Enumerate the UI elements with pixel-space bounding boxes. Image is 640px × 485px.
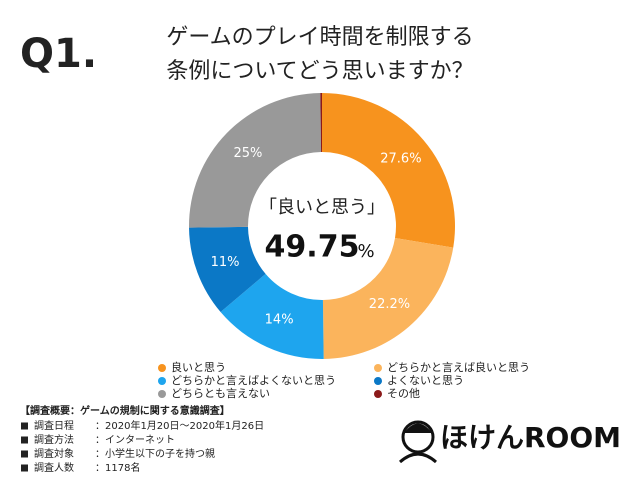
value-label: 25% bbox=[233, 146, 262, 161]
logo-text: ほけんROOM bbox=[440, 421, 621, 454]
legend-label: よくないと思う bbox=[387, 374, 464, 387]
center-value: 49.75 bbox=[265, 230, 360, 265]
legend-label: その他 bbox=[387, 387, 420, 400]
logo-hair bbox=[404, 423, 432, 433]
survey-bullet bbox=[21, 464, 28, 472]
survey-bullet bbox=[21, 450, 28, 458]
legend-swatch bbox=[158, 390, 166, 398]
donut-segment bbox=[320, 93, 322, 153]
legend-label: どちらかと言えばよくないと思う bbox=[171, 374, 336, 387]
survey-value: ：インターネット bbox=[95, 434, 175, 446]
value-label: 27.6% bbox=[380, 152, 421, 167]
survey-value: ：2020年1月20日〜2020年1月26日 bbox=[95, 419, 264, 432]
legend-swatch bbox=[158, 377, 166, 385]
value-label: 22.2% bbox=[369, 297, 410, 312]
legend-label: どちらかと言えば良いと思う bbox=[387, 360, 530, 374]
legend-label: どちらとも言えない bbox=[171, 387, 270, 400]
donut-segment bbox=[322, 238, 454, 359]
legend-swatch bbox=[374, 364, 382, 372]
legend-swatch bbox=[374, 377, 382, 385]
donut-segment bbox=[322, 93, 455, 248]
survey-heading: 【調査概要：ゲームの規制に関する意識調査】 bbox=[20, 404, 230, 417]
survey-bullet bbox=[21, 436, 28, 444]
center-unit: % bbox=[357, 241, 374, 262]
center-label: 「良いと思う」 bbox=[259, 197, 385, 218]
survey-key: 調査日程 bbox=[34, 419, 74, 432]
survey-value: ：小学生以下の子を持つ親 bbox=[95, 447, 215, 460]
donut-segment bbox=[220, 273, 324, 359]
survey-key: 調査対象 bbox=[34, 447, 74, 460]
legend-swatch bbox=[374, 390, 382, 398]
title: ゲームのプレイ時間を制限する bbox=[166, 25, 473, 50]
logo-body bbox=[399, 452, 437, 464]
legend-swatch bbox=[158, 364, 166, 372]
title: 条例についてどう思いますか？ bbox=[166, 59, 473, 84]
legend-label: 良いと思う bbox=[171, 360, 226, 374]
survey-value: ：1178名 bbox=[95, 461, 140, 474]
donut-segment bbox=[189, 226, 266, 313]
value-label: 14% bbox=[265, 313, 294, 328]
donut-segment bbox=[188, 93, 322, 228]
value-label: 11% bbox=[211, 255, 240, 270]
survey-key: 調査人数 bbox=[34, 461, 74, 474]
survey-bullet bbox=[21, 422, 28, 430]
survey-key: 調査方法 bbox=[34, 433, 74, 446]
logo: ほけんROOM bbox=[399, 420, 621, 464]
badge: Q1. bbox=[20, 31, 97, 77]
